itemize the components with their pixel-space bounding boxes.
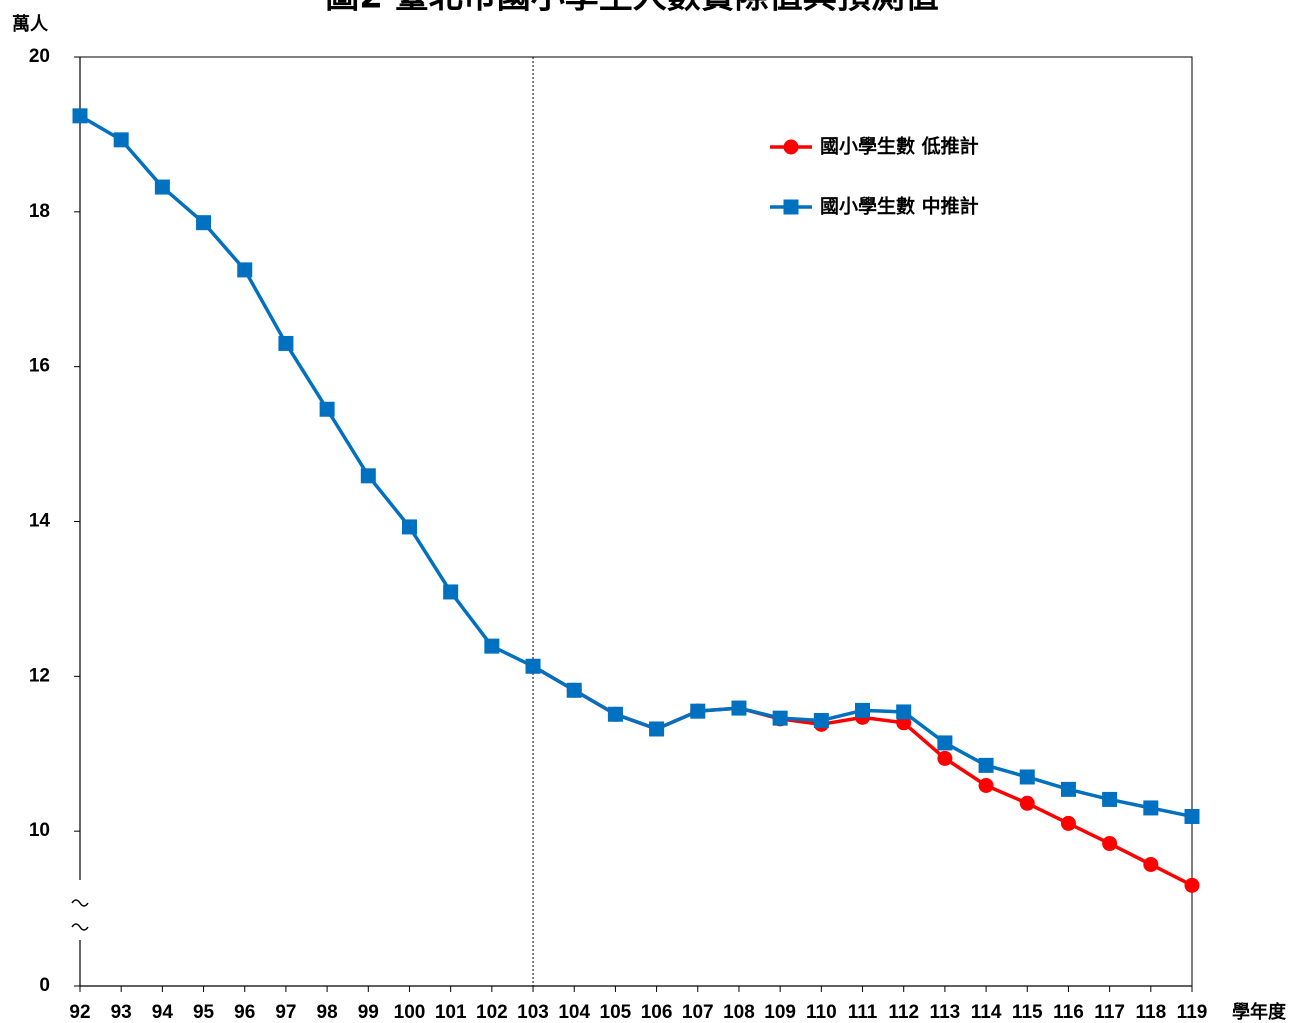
x-tick-label: 92 [69, 1002, 90, 1023]
y-tick-label: 14 [29, 511, 51, 532]
y-tick-label: 20 [29, 46, 50, 67]
x-tick-label: 116 [1053, 1002, 1084, 1023]
x-tick-label: 98 [317, 1002, 338, 1023]
x-tick-label: 101 [435, 1002, 467, 1023]
x-tick-label: 103 [517, 1002, 549, 1023]
data-point [690, 703, 706, 719]
data-point [1143, 800, 1159, 816]
x-tick-label: 97 [275, 1002, 296, 1023]
data-point [1102, 791, 1118, 807]
axis-break [71, 899, 89, 931]
data-point [731, 700, 747, 716]
x-tick-label: 119 [1177, 1002, 1208, 1023]
x-tick-label: 109 [764, 1002, 796, 1023]
data-point [1102, 836, 1118, 852]
data-point [937, 735, 953, 751]
data-point [978, 757, 994, 773]
data-point [1019, 795, 1035, 811]
x-tick-label: 112 [888, 1002, 919, 1023]
data-point [855, 702, 871, 718]
x-tick-label: 105 [600, 1002, 632, 1023]
x-tick-label: 104 [558, 1002, 590, 1023]
data-point [484, 638, 500, 654]
legend-label: 國小學生數 低推計 [820, 135, 979, 158]
x-tick-label: 93 [111, 1002, 132, 1023]
x-tick-label: 102 [476, 1002, 508, 1023]
x-tick-label: 117 [1094, 1002, 1125, 1023]
data-point [937, 750, 953, 766]
data-point [1019, 769, 1035, 785]
data-point [566, 682, 582, 698]
data-point [978, 777, 994, 793]
data-point [113, 132, 129, 148]
x-label: 學年度 [1232, 1001, 1287, 1023]
data-point [401, 519, 417, 535]
x-tick-label: 96 [234, 1002, 255, 1023]
data-point [1143, 856, 1159, 872]
x-tick-label: 115 [1012, 1002, 1043, 1023]
y-unit: 萬人 [12, 14, 49, 35]
data-point [1184, 877, 1200, 893]
data-point [525, 658, 541, 674]
chart-title: 圖2 臺北市國小學生人數實際值與預測值 [325, 0, 939, 17]
x-tick-label: 114 [971, 1002, 1002, 1023]
series-line [79, 114, 1193, 819]
x-tick-label: 111 [848, 1002, 878, 1023]
data-point [237, 262, 253, 278]
legend-label: 國小學生數 中推計 [820, 195, 979, 218]
data-point [1184, 808, 1200, 824]
data-point [360, 468, 376, 484]
x-tick-label: 107 [682, 1002, 714, 1023]
x-tick-label: 106 [641, 1002, 673, 1023]
data-point [196, 215, 212, 231]
x-tick-label: 94 [152, 1002, 174, 1023]
x-tick-label: 95 [193, 1002, 215, 1023]
data-point [278, 335, 294, 351]
data-point [772, 710, 788, 726]
plot-frame [80, 56, 1193, 986]
x-tick-label: 118 [1135, 1002, 1166, 1023]
data-point [319, 401, 335, 417]
x-tick-label: 99 [358, 1002, 379, 1023]
y-tick-label: 12 [29, 665, 50, 686]
x-tick-label: 108 [723, 1002, 755, 1023]
legend-marker [783, 139, 799, 155]
data-point [607, 706, 623, 722]
data-point [1060, 815, 1076, 831]
legend-marker [783, 199, 799, 215]
axis-line [79, 57, 1192, 987]
data-point [443, 584, 459, 600]
y-tick-label: 18 [29, 201, 50, 222]
data-point [1060, 781, 1076, 797]
y-tick-label: 10 [29, 820, 50, 841]
y-tick-label: 0 [39, 975, 50, 996]
x-tick-label: 113 [930, 1002, 961, 1023]
data-point [72, 108, 88, 124]
y-tick-label: 16 [29, 356, 50, 377]
series-line [532, 664, 1193, 887]
data-point [813, 712, 829, 728]
data-point [154, 179, 170, 195]
data-point [649, 721, 665, 737]
x-tick-label: 110 [806, 1002, 837, 1023]
x-tick-label: 100 [394, 1002, 426, 1023]
data-point [896, 704, 912, 720]
